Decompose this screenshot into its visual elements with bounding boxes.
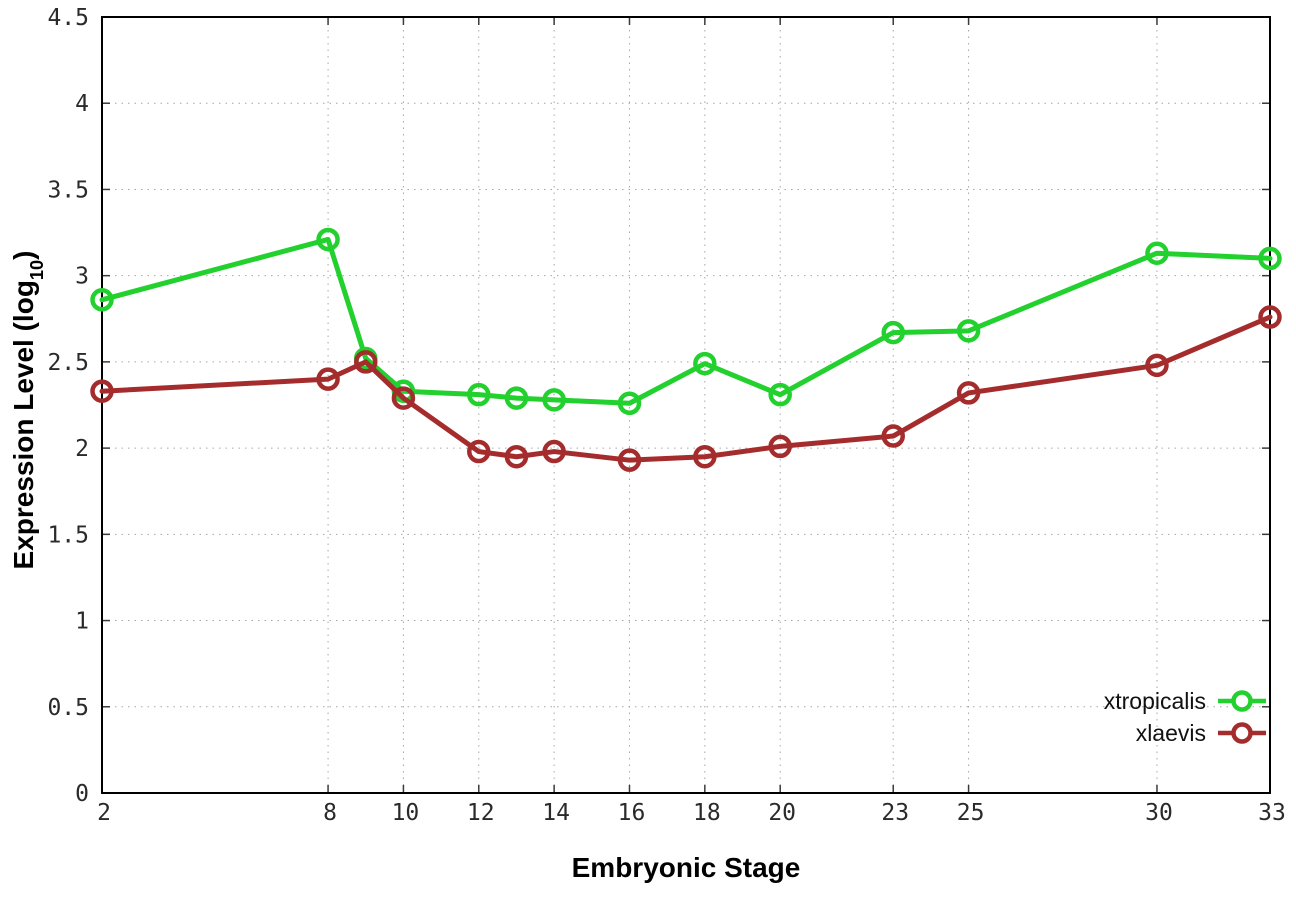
data-point-xtropicalis-stage-16 [617, 391, 642, 416]
data-point-xtropicalis-stage-13 [504, 386, 529, 410]
data-point-xlaevis-stage-8 [316, 367, 340, 391]
data-point-xlaevis-stage-20 [768, 434, 792, 459]
y-tick-label: 1.5 [47, 522, 89, 548]
legend-item-xtropicalis: xtropicalis [1104, 688, 1268, 714]
x-tick-label: 18 [693, 800, 721, 826]
y-tick-label: 2 [75, 436, 89, 462]
x-tick-label: 33 [1258, 800, 1286, 826]
x-tick-label: 12 [467, 800, 495, 826]
series-line-xlaevis [99, 314, 1273, 463]
data-point-xtropicalis-stage-25 [956, 319, 981, 343]
data-point-xtropicalis-stage-23 [881, 320, 905, 345]
y-axis-title-close-paren: ) [8, 250, 39, 260]
y-tick-label: 3.5 [47, 177, 89, 203]
y-tick-label: 0 [75, 781, 89, 807]
y-tick-label: 0.5 [47, 695, 89, 721]
y-tick-label: 3 [75, 264, 89, 290]
x-tick-label: 23 [881, 800, 909, 826]
x-tick-label: 8 [323, 800, 337, 826]
y-axis-title-subscript: 10 [26, 259, 47, 281]
x-tick-label: 30 [1145, 800, 1173, 826]
data-point-xlaevis-stage-9 [353, 350, 378, 374]
data-point-xtropicalis-stage-2 [90, 288, 114, 312]
y-axis-title-text: Expression Level (log [8, 280, 39, 570]
x-axis-title: Embryonic Stage [386, 852, 986, 884]
x-tick-label: 25 [957, 800, 985, 826]
data-point-xlaevis-stage-12 [467, 439, 491, 464]
data-point-xtropicalis-stage-33 [1258, 246, 1282, 271]
legend-line-circle-swatch [1218, 690, 1266, 712]
plot-border [101, 16, 1271, 794]
data-point-xlaevis-stage-10 [391, 386, 416, 410]
data-point-xlaevis-stage-30 [1145, 353, 1169, 378]
data-point-xtropicalis-stage-12 [467, 382, 491, 407]
x-tick-label: 10 [392, 800, 420, 826]
data-point-xtropicalis-stage-18 [693, 351, 717, 376]
data-point-xlaevis-stage-23 [881, 424, 905, 448]
legend-label: xtropicalis [1103, 688, 1206, 714]
y-tick-label: 4.5 [47, 5, 89, 31]
data-point-xtropicalis-stage-8 [316, 227, 340, 252]
data-point-xlaevis-stage-2 [90, 379, 114, 403]
y-tick-label: 4 [75, 91, 89, 117]
x-tick-label: 20 [768, 800, 796, 826]
data-point-xlaevis-stage-14 [542, 439, 566, 464]
x-tick-label: 2 [97, 800, 111, 826]
y-tick-label: 2.5 [47, 350, 89, 376]
data-point-xtropicalis-stage-20 [768, 382, 792, 407]
series-line-xtropicalis [99, 236, 1273, 406]
y-tick-label: 1 [75, 609, 89, 635]
legend-item-xlaevis: xlaevis [1136, 720, 1268, 746]
data-point-xlaevis-stage-25 [956, 381, 981, 405]
x-axis-title-text: Embryonic Stage [571, 852, 801, 883]
legend-line-circle-swatch [1218, 722, 1266, 744]
legend: xtropicalis xlaevis [1104, 688, 1268, 746]
legend-label: xlaevis [1135, 720, 1206, 746]
x-tick-label: 16 [618, 800, 646, 826]
data-point-xtropicalis-stage-14 [542, 388, 566, 412]
x-tick-label: 14 [542, 800, 570, 826]
data-point-xlaevis-stage-33 [1258, 305, 1282, 329]
data-point-xlaevis-stage-16 [617, 448, 642, 472]
data-point-xlaevis-stage-18 [693, 444, 717, 469]
data-point-xlaevis-stage-13 [504, 444, 529, 469]
data-point-xtropicalis-stage-30 [1145, 241, 1169, 265]
y-axis-title: Expression Level (log10) [8, 195, 47, 625]
